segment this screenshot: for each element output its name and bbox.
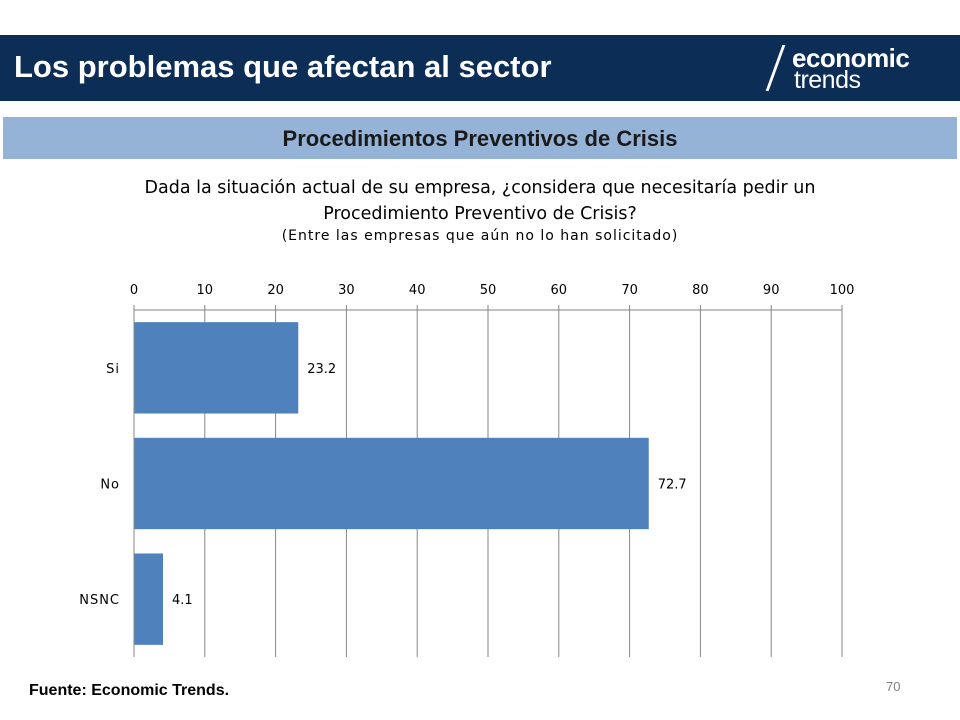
x-tick-label: 40 <box>409 283 426 298</box>
x-tick-label: 80 <box>692 283 709 298</box>
section-banner: Procedimientos Preventivos de Crisis <box>3 117 957 159</box>
x-tick-label: 0 <box>130 283 138 298</box>
chart-question: Dada la situación actual de su empresa, … <box>80 175 880 245</box>
page-title: Los problemas que afectan al sector <box>14 49 552 84</box>
category-label: No <box>100 478 120 493</box>
data-label: 72.7 <box>658 478 687 493</box>
x-tick-label: 90 <box>763 283 780 298</box>
bar <box>134 322 299 414</box>
data-label: 4.1 <box>172 593 193 608</box>
logo-slash <box>765 45 786 91</box>
x-tick-label: 50 <box>480 283 497 298</box>
x-tick-label: 10 <box>197 283 214 298</box>
bar-chart: 0 10 20 30 40 50 60 70 80 90 100 23.2 Si 72.7 No 4.1 NSN… <box>79 283 855 657</box>
logo-word-trends: trends <box>794 66 861 94</box>
source-note: Fuente: Economic Trends. <box>29 682 230 699</box>
x-tick-label: 100 <box>830 283 855 298</box>
x-tick-label: 60 <box>551 283 568 298</box>
question-line-3: (Entre las empresas que aún no lo han so… <box>281 228 679 244</box>
category-label: NSNC <box>79 593 120 608</box>
x-tick-label: 70 <box>621 283 638 298</box>
economic-trends-logo: economic trends <box>765 41 950 97</box>
bar <box>134 553 164 645</box>
page-number: 70 <box>886 679 901 694</box>
header-bar: Los problemas que afectan al sector econ… <box>0 35 960 101</box>
question-line-2: Procedimiento Preventivo de Crisis? <box>323 204 637 224</box>
x-tick-label: 20 <box>267 283 284 298</box>
x-tick-label: 30 <box>338 283 355 298</box>
logo-word-economic: economic <box>792 43 910 73</box>
bar <box>134 437 649 530</box>
data-label: 23.2 <box>307 362 336 377</box>
category-label: Si <box>106 362 120 377</box>
question-line-1: Dada la situación actual de su empresa, … <box>144 178 816 198</box>
section-title: Procedimientos Preventivos de Crisis <box>282 126 678 151</box>
